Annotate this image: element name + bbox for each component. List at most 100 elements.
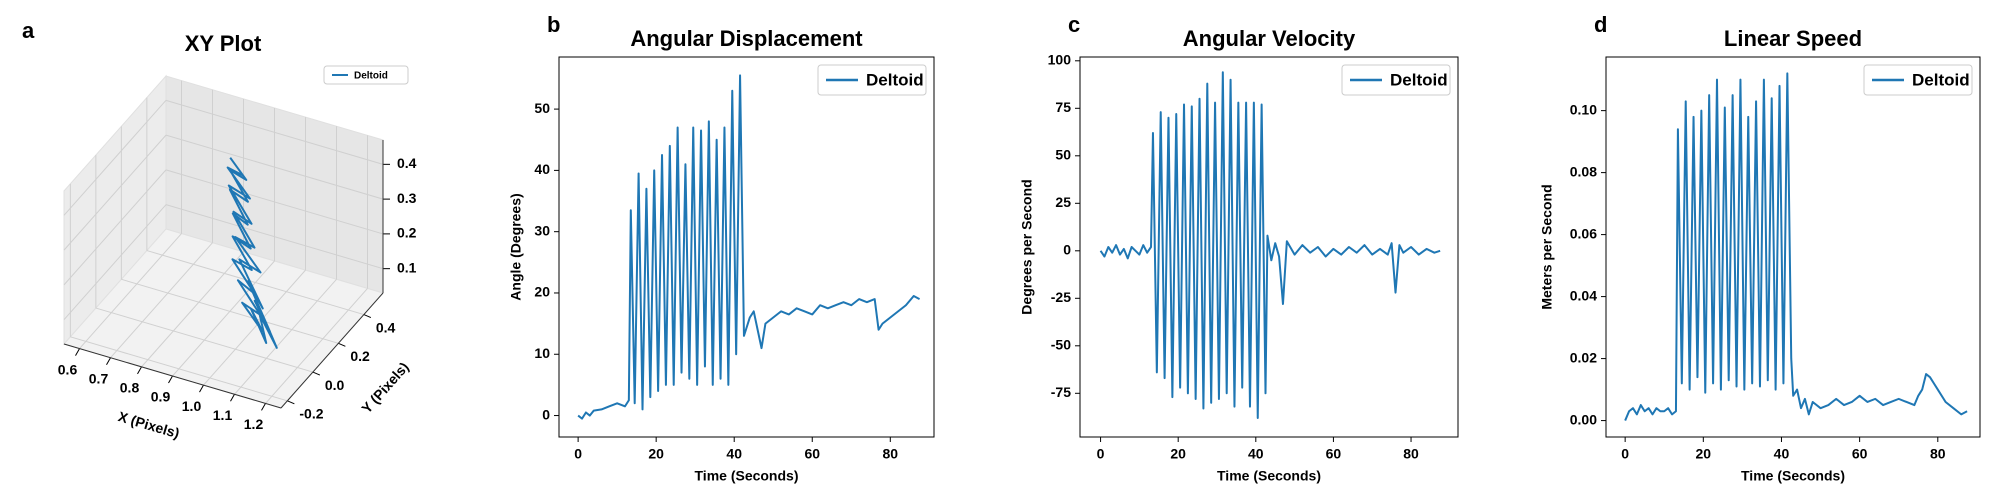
- y-axis-label: Meters per Second: [1539, 184, 1555, 309]
- z-tick-label: 0.3: [397, 190, 417, 206]
- y-axis-label: Angle (Degrees): [508, 193, 524, 300]
- x-tick-label: 80: [883, 446, 899, 462]
- y-tick-label: 0.08: [1570, 163, 1597, 179]
- grid-line: [165, 134, 384, 200]
- grid-line: [79, 233, 182, 349]
- y-tick-label: 0.06: [1570, 225, 1597, 241]
- y-tick-label: 0.10: [1570, 101, 1597, 117]
- y-tick: [287, 400, 295, 405]
- y-tick-label: 30: [534, 222, 550, 238]
- panel-label: d: [1594, 12, 1607, 37]
- x-tick-label: 60: [1326, 446, 1342, 462]
- y-tick-label: -25: [1051, 289, 1071, 305]
- x-tick-label: 1.1: [213, 407, 233, 423]
- y-tick-label: -75: [1051, 384, 1071, 400]
- grid-line: [63, 134, 167, 251]
- x-tick-label: 1.0: [182, 398, 202, 414]
- y-tick-label: 100: [1048, 52, 1072, 68]
- y-tick-label: 50: [534, 100, 550, 116]
- grid-line: [172, 260, 275, 377]
- x-tick-label: 80: [1930, 446, 1946, 462]
- y-tick-label: -0.2: [299, 406, 323, 422]
- axis-line: [63, 343, 282, 409]
- grid-line: [165, 204, 384, 270]
- x-axis-label: Time (Seconds): [695, 468, 799, 484]
- chart-title: XY Plot: [185, 31, 262, 56]
- y-tick-label: 0.0: [325, 377, 345, 393]
- y-tick-label: 10: [534, 345, 550, 361]
- y-tick: [363, 314, 372, 319]
- grid-line: [234, 278, 337, 395]
- legend-label: Deltoid: [1390, 70, 1448, 89]
- x-tick: [168, 375, 173, 384]
- y-tick-label: 75: [1055, 99, 1071, 115]
- x-tick-label: 40: [726, 446, 742, 462]
- plot-frame: [1079, 56, 1459, 438]
- x-tick: [106, 357, 111, 365]
- data-line-3d: [226, 157, 278, 349]
- plot-frame: [1605, 56, 1981, 438]
- legend-box: [817, 64, 927, 96]
- panel-label: a: [22, 18, 35, 43]
- grid-line: [121, 278, 339, 344]
- x-tick-label: 0: [1097, 446, 1105, 462]
- y-tick-label: 0.02: [1570, 349, 1597, 365]
- grid-line: [146, 250, 365, 316]
- x-tick-label: 40: [1248, 446, 1264, 462]
- grid-line: [110, 242, 213, 359]
- x-axis-label: Time (Seconds): [1217, 468, 1321, 484]
- y-tick-label: -50: [1051, 337, 1071, 353]
- x-tick-label: 0.9: [151, 389, 171, 405]
- x-tick-label: 80: [1403, 446, 1419, 462]
- panel-label: c: [1068, 12, 1080, 37]
- x-tick-label: 0: [1621, 446, 1629, 462]
- z-tick-label: 0.2: [397, 225, 417, 241]
- y-axis-label: Y (Pixels): [358, 359, 412, 417]
- grid-line: [203, 269, 306, 386]
- grid-line: [63, 169, 167, 286]
- x-tick: [137, 366, 142, 375]
- grid-line: [265, 288, 368, 404]
- y-tick-label: 0.4: [376, 319, 396, 335]
- grid-line: [70, 336, 288, 402]
- y-tick-label: 25: [1055, 194, 1071, 210]
- y-tick-label: 50: [1055, 147, 1071, 163]
- y-tick-label: 0: [542, 406, 550, 422]
- y-tick-label: 0: [1063, 242, 1071, 258]
- legend-box: [323, 65, 409, 85]
- x-tick: [261, 403, 266, 411]
- x-tick-label: 20: [1696, 446, 1712, 462]
- grid-line: [141, 251, 244, 368]
- grid-line: [63, 100, 167, 216]
- legend-label: Deltoid: [1912, 70, 1970, 89]
- y-tick-label: 0.2: [350, 348, 370, 364]
- y-tick-label: 0.00: [1570, 411, 1597, 427]
- grid-line: [165, 99, 384, 165]
- x-tick: [230, 394, 235, 402]
- data-line: [1624, 72, 1968, 421]
- y-axis-label: Degrees per Second: [1019, 179, 1035, 314]
- z-tick-label: 0.1: [397, 259, 417, 275]
- legend-label: Deltoid: [866, 70, 924, 89]
- legend-box: [1341, 64, 1451, 96]
- axis-line: [280, 292, 384, 409]
- data-line: [1099, 71, 1441, 419]
- x-tick-label: 60: [1852, 446, 1868, 462]
- chart-title: Linear Speed: [1724, 26, 1862, 51]
- x-tick-label: 40: [1774, 446, 1790, 462]
- plot-frame: [558, 56, 935, 438]
- x-tick-label: 0: [574, 446, 582, 462]
- y-tick-label: 20: [534, 284, 550, 300]
- grid-line: [63, 204, 167, 320]
- panel-label: b: [547, 12, 560, 37]
- x-tick-label: 60: [804, 446, 820, 462]
- legend-label: Deltoid: [354, 71, 388, 82]
- legend-box: [1863, 64, 1973, 96]
- chart-title: Angular Velocity: [1183, 26, 1356, 51]
- x-axis-label: X (Pixels): [116, 408, 181, 441]
- x-tick-label: 0.7: [89, 370, 109, 386]
- grid-line: [165, 169, 384, 235]
- data-line: [577, 74, 921, 420]
- x-axis-label: Time (Seconds): [1741, 468, 1845, 484]
